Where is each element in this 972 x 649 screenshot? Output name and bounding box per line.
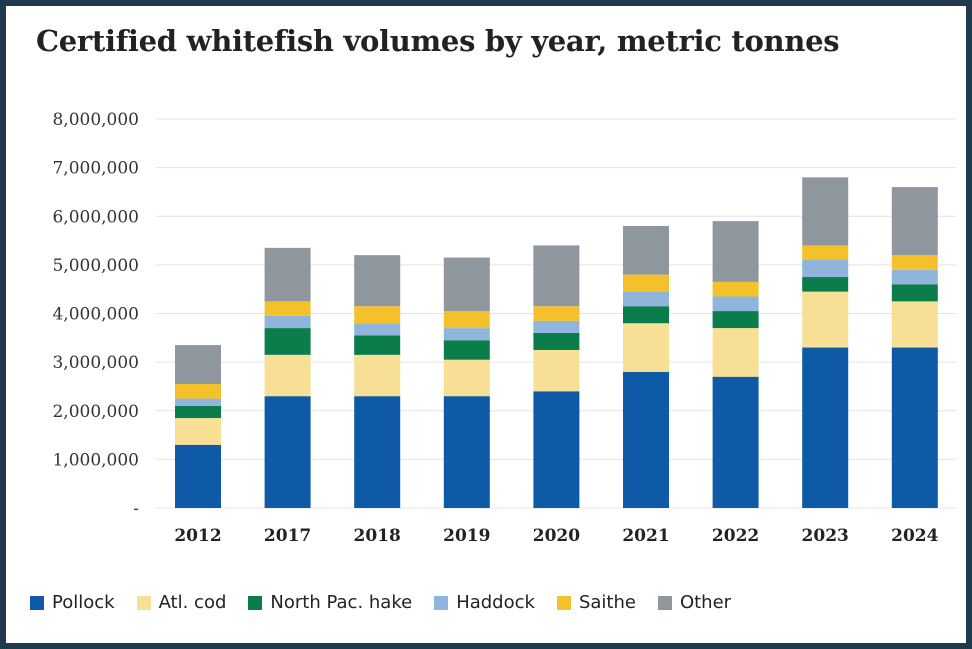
x-tick-label: 2024 (891, 526, 938, 546)
bar-segment (354, 335, 401, 355)
bar-segment (623, 274, 669, 292)
y-tick-label: 1,000,000 (52, 450, 139, 470)
bar-segment (891, 347, 938, 508)
legend-item: Other (657, 592, 732, 613)
bar-segment (443, 328, 490, 341)
bar-segment (533, 391, 580, 508)
bar-segment (533, 320, 580, 333)
bar-segment (623, 291, 669, 307)
stacked-bar-chart: - 1,000,000 2,000,000 3,000,000 4,000,000 5,0… (52, 110, 956, 546)
legend-label: Other (679, 592, 732, 613)
bar-segment (264, 301, 311, 316)
bar-segment (712, 328, 759, 377)
legend-label: Haddock (456, 592, 535, 613)
y-tick-label: 4,000,000 (52, 305, 139, 325)
bar-segment (354, 396, 401, 508)
bar-segment (533, 245, 580, 307)
bar-segment (891, 301, 938, 348)
bar-segment (264, 247, 311, 302)
bar-segment (802, 177, 849, 246)
bar-segment (623, 306, 669, 324)
bar-segment (533, 349, 580, 392)
bar-segment (802, 347, 849, 508)
legend-swatch (30, 595, 44, 610)
bar-segment (264, 396, 311, 508)
bar-segment (443, 359, 490, 397)
legend-item: Haddock (434, 592, 535, 613)
x-tick-label: 2018 (354, 526, 401, 546)
bar-segment (443, 340, 490, 360)
y-tick-label: 5,000,000 (52, 256, 139, 276)
bar-segment (443, 396, 490, 508)
bar-segment (802, 291, 849, 348)
bar-segment (175, 444, 221, 508)
bar-segment (354, 354, 401, 397)
bar-segment (175, 398, 221, 406)
legend-item: Atl. cod (136, 592, 227, 613)
bar-segment (891, 269, 938, 285)
x-tick-label: 2020 (533, 526, 580, 546)
bar-segment (264, 315, 311, 329)
bar-segment (891, 284, 938, 302)
legend-swatch (136, 595, 151, 610)
y-tick-label: 2,000,000 (52, 402, 139, 422)
legend-swatch (556, 595, 571, 610)
bar-segment (175, 418, 221, 445)
bar-segment (264, 354, 311, 397)
legend-swatch (248, 595, 263, 610)
chart-legend: Pollock Atl. cod North Pac. hake Haddock Sai… (30, 592, 753, 613)
bar-segment (623, 323, 669, 372)
bar-segment (891, 255, 938, 270)
y-tick-label: 3,000,000 (52, 353, 139, 373)
y-tick-label: 7,000,000 (52, 159, 139, 179)
legend-label: Pollock (52, 592, 115, 613)
legend-swatch (657, 595, 672, 610)
x-tick-label: 2017 (264, 526, 311, 546)
bar-segment (712, 296, 759, 312)
chart-frame: Certified whitefish volumes by year, met… (6, 6, 966, 643)
bar-segment (802, 277, 849, 292)
x-tick-label: 2012 (174, 526, 221, 546)
bar-segment (712, 281, 759, 297)
bar-segment (712, 311, 759, 329)
legend-label: Atl. cod (158, 592, 227, 613)
x-tick-label: 2021 (622, 526, 669, 546)
bar-segment (354, 306, 401, 324)
legend-item: Pollock (30, 592, 115, 613)
y-tick-label: 6,000,000 (52, 207, 139, 227)
x-tick-label: 2019 (443, 526, 490, 546)
bar-segment (891, 187, 938, 256)
legend-item: Saithe (556, 592, 636, 613)
bar-segment (802, 260, 849, 278)
bar-segment (712, 221, 759, 282)
bar-segment (354, 255, 401, 307)
bar-segment (175, 384, 221, 399)
bar-segment (354, 323, 401, 336)
bar-segment (443, 311, 490, 329)
bar-segment (712, 376, 759, 508)
legend-label: North Pac. hake (270, 592, 413, 613)
bar-segment (175, 345, 221, 385)
bar-segment (533, 332, 580, 350)
bar-segment (623, 225, 669, 275)
y-tick-label: - (133, 499, 139, 519)
bar-segment (443, 257, 490, 312)
bar-segment (264, 328, 311, 355)
y-tick-label: 8,000,000 (52, 110, 139, 130)
x-tick-label: 2022 (712, 526, 759, 546)
bar-segment (533, 306, 580, 321)
bar-segment (175, 405, 221, 419)
legend-label: Saithe (578, 592, 636, 613)
bar-segment (802, 245, 849, 261)
legend-item: North Pac. hake (248, 592, 412, 613)
legend-swatch (434, 595, 449, 610)
x-tick-label: 2023 (802, 526, 849, 546)
bar-segment (623, 371, 669, 508)
chart-title: Certified whitefish volumes by year, met… (36, 24, 840, 58)
